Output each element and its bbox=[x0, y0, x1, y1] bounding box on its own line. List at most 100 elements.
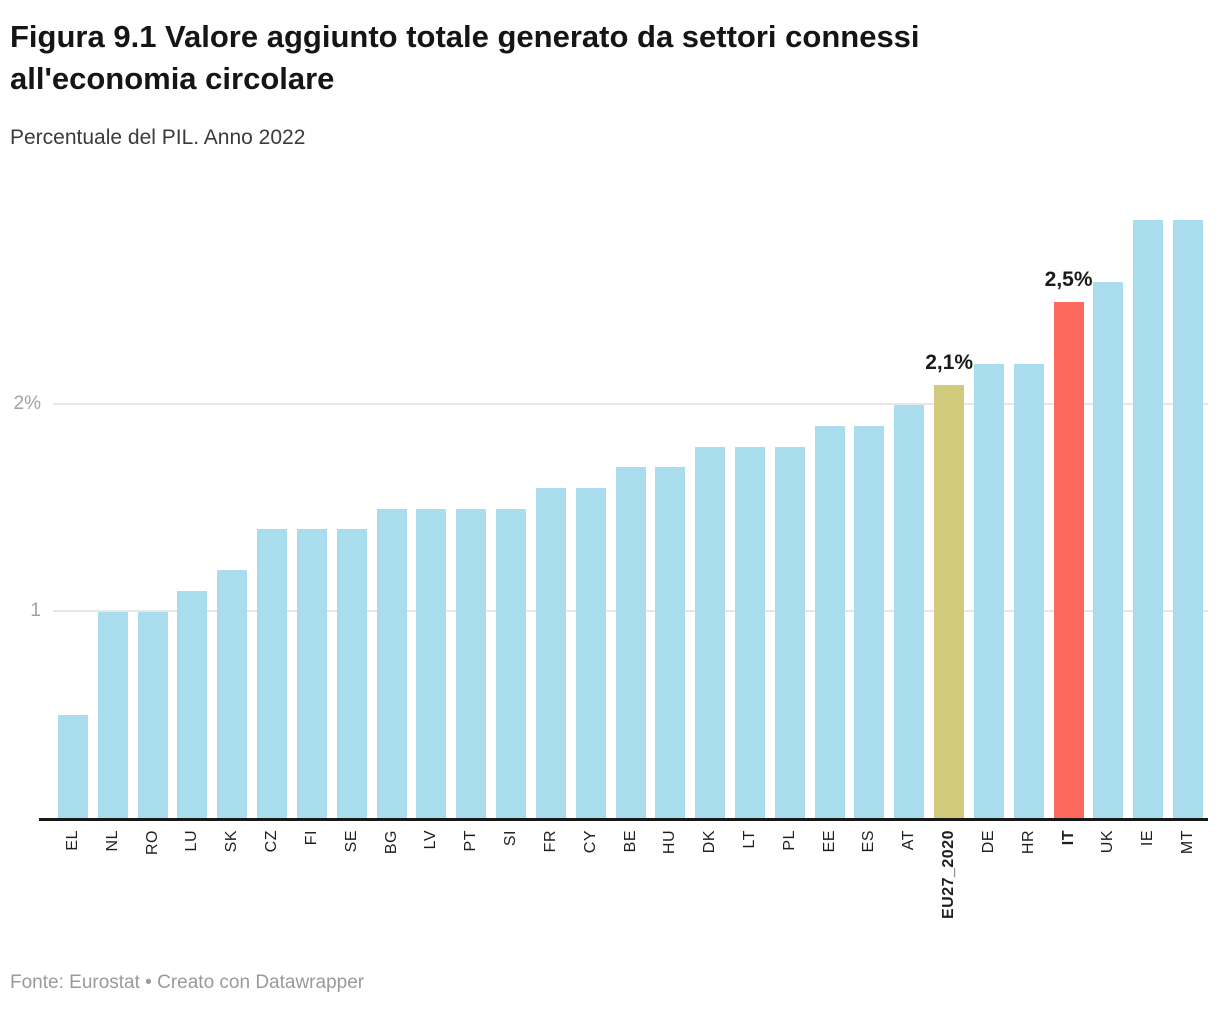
x-label-cell: CY bbox=[571, 830, 611, 853]
bar-HU bbox=[655, 467, 686, 818]
bars-row: 2,1% 2,5% bbox=[53, 214, 1208, 818]
x-label-cell: PL bbox=[770, 830, 810, 851]
bar-cell bbox=[372, 214, 412, 818]
chart-title: Figura 9.1 Valore aggiunto totale genera… bbox=[10, 19, 920, 96]
x-label-cell: NL bbox=[93, 830, 133, 851]
x-label-cell: DK bbox=[690, 830, 730, 853]
bar-LT bbox=[734, 446, 765, 818]
bar-MT bbox=[1173, 219, 1204, 818]
gridline: 2% bbox=[14, 393, 1208, 414]
x-axis-label-SK: SK bbox=[223, 830, 241, 853]
x-label-cell: ES bbox=[850, 830, 890, 852]
bar-BG bbox=[376, 508, 407, 818]
bar-cell bbox=[531, 214, 571, 818]
bar-cell bbox=[850, 214, 890, 818]
x-axis-label-PT: PT bbox=[462, 830, 480, 852]
x-axis-label-LT: LT bbox=[740, 830, 758, 849]
x-axis-label-FR: FR bbox=[541, 830, 559, 853]
bar-cell bbox=[491, 214, 531, 818]
y-axis-tick-label: 2% bbox=[13, 393, 41, 415]
bar-PT bbox=[456, 508, 487, 818]
x-label-cell: IT bbox=[1049, 830, 1089, 845]
x-axis-label-RO: RO bbox=[143, 830, 161, 855]
x-label-cell: AT bbox=[889, 830, 929, 850]
x-axis-label-DE: DE bbox=[979, 830, 997, 854]
bar-cell bbox=[1128, 214, 1168, 818]
bar-UK bbox=[1093, 281, 1124, 818]
x-axis-label-NL: NL bbox=[103, 830, 121, 852]
x-label-cell: SI bbox=[491, 830, 531, 846]
bar-cell bbox=[212, 214, 252, 818]
bar-EE bbox=[814, 426, 845, 818]
x-axis-label-BE: BE bbox=[621, 830, 639, 853]
bar-cell bbox=[93, 214, 133, 818]
x-axis-label-DK: DK bbox=[701, 830, 719, 854]
x-label-cell: UK bbox=[1089, 830, 1129, 853]
bar-CY bbox=[575, 487, 606, 818]
x-axis-label-FI: FI bbox=[302, 830, 320, 846]
x-label-cell: BG bbox=[372, 830, 412, 854]
bar-cell: 2,5% bbox=[1045, 214, 1093, 818]
x-axis-label-SE: SE bbox=[342, 830, 360, 853]
bar-LV bbox=[416, 508, 447, 818]
x-axis-label-SI: SI bbox=[502, 830, 520, 847]
bar-SK bbox=[217, 570, 248, 818]
bar-cell bbox=[889, 214, 929, 818]
bar-cell bbox=[571, 214, 611, 818]
x-axis-label-EE: EE bbox=[820, 830, 838, 853]
x-axis-label-MT: MT bbox=[1179, 830, 1197, 855]
bar-FR bbox=[535, 487, 566, 818]
x-label-cell: SE bbox=[332, 830, 372, 852]
bar-cell bbox=[810, 214, 850, 818]
x-axis-label-LV: LV bbox=[422, 830, 440, 850]
bar-cell bbox=[53, 214, 93, 818]
x-axis-label-HU: HU bbox=[661, 830, 679, 855]
bar-DK bbox=[695, 446, 726, 818]
bar-CZ bbox=[257, 529, 288, 818]
bar-cell bbox=[1009, 214, 1049, 818]
x-label-cell: BE bbox=[611, 830, 651, 852]
x-axis-label-EL: EL bbox=[63, 830, 81, 851]
x-axis-label-AT: AT bbox=[900, 830, 918, 851]
x-axis-label-LU: LU bbox=[183, 830, 201, 852]
x-axis-label-UK: UK bbox=[1099, 830, 1117, 854]
bar-cell: 2,1% bbox=[925, 214, 973, 818]
x-label-cell: MT bbox=[1168, 830, 1208, 854]
plot-area: 1 2% 2,1% 2,5% bbox=[14, 214, 1208, 821]
bar-cell bbox=[172, 214, 212, 818]
bar-BE bbox=[615, 467, 646, 818]
x-label-cell: HU bbox=[650, 830, 690, 854]
x-axis-label-ES: ES bbox=[860, 830, 878, 853]
bar-cell bbox=[332, 214, 372, 818]
bar-cell bbox=[451, 214, 491, 818]
x-label-cell: SK bbox=[212, 830, 252, 852]
x-axis-label-EU27_2020: EU27_2020 bbox=[940, 830, 958, 920]
x-label-cell: EU27_2020 bbox=[929, 830, 969, 919]
x-axis-labels: EL NL RO LU SK CZ FI SE BG LV PT SI FR CY BE HU DK LT PL EE… bbox=[53, 830, 1208, 942]
bar-cell bbox=[969, 214, 1009, 818]
bar-IT bbox=[1053, 302, 1084, 818]
bar-ES bbox=[854, 426, 885, 818]
bar-AT bbox=[894, 405, 925, 818]
x-label-cell: HR bbox=[1009, 830, 1049, 854]
bar-cell bbox=[1168, 214, 1208, 818]
x-label-cell: EL bbox=[53, 830, 93, 851]
bar-cell bbox=[411, 214, 451, 818]
x-axis-label-BG: BG bbox=[382, 830, 400, 855]
bar-cell bbox=[1089, 214, 1129, 818]
bar-cell bbox=[770, 214, 810, 818]
bar-SE bbox=[336, 529, 367, 818]
bar-LU bbox=[177, 591, 208, 818]
bar-cell bbox=[690, 214, 730, 818]
x-label-cell: LV bbox=[411, 830, 451, 849]
x-label-cell: LU bbox=[172, 830, 212, 851]
x-label-cell: EE bbox=[810, 830, 850, 852]
x-label-cell: IE bbox=[1128, 830, 1168, 846]
bar-HR bbox=[1013, 364, 1044, 818]
chart-subtitle: Percentuale del PIL. Anno 2022 bbox=[10, 126, 306, 149]
bar-cell bbox=[292, 214, 332, 818]
x-label-cell: RO bbox=[133, 830, 173, 855]
bar-cell bbox=[650, 214, 690, 818]
x-label-cell: CZ bbox=[252, 830, 292, 852]
bar-cell bbox=[252, 214, 292, 818]
